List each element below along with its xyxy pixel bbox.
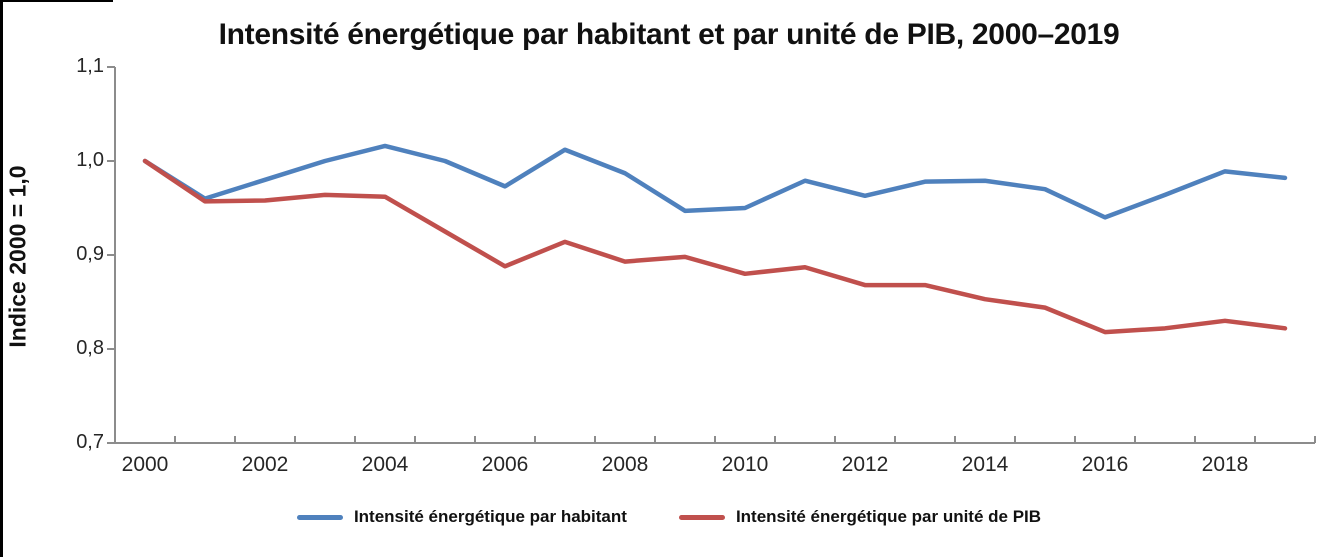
x-tick-label: 2006 (481, 453, 529, 476)
legend-item-pib: Intensité énergétique par unité de PIB (678, 507, 1042, 527)
legend: Intensité énergétique par habitant Inten… (0, 503, 1338, 531)
legend-label-pib: Intensité énergétique par unité de PIB (735, 507, 1042, 526)
series-line-habitant (142, 143, 1288, 220)
y-tick-label: 1,1 (76, 55, 104, 77)
x-tick-label: 2002 (241, 453, 289, 476)
y-tick-label: 1,0 (76, 149, 104, 171)
y-tick-label: 0,7 (76, 431, 104, 453)
x-tick-label: 2004 (361, 453, 409, 476)
x-tick-label: 2016 (1081, 453, 1129, 476)
x-tick-label: 2000 (121, 453, 169, 476)
x-tick-label: 2012 (841, 453, 889, 476)
series-line-pib (142, 158, 1288, 335)
x-tick-label: 2014 (961, 453, 1009, 476)
legend-line-sample-pib-icon (678, 514, 725, 520)
legend-label-habitant: Intensité énergétique par habitant (353, 507, 627, 526)
legend-line-sample-habitant-icon (296, 514, 343, 520)
window-border-top (0, 0, 113, 2)
x-tick-label: 2018 (1201, 453, 1249, 476)
x-tick-label: 2008 (601, 453, 649, 476)
chart-title: Intensité énergétique par habitant et pa… (218, 18, 1120, 51)
y-tick-label: 0,9 (76, 243, 104, 265)
window-border-left (0, 0, 3, 557)
legend-item-habitant: Intensité énergétique par habitant (296, 507, 627, 527)
y-tick-label: 0,8 (76, 337, 104, 359)
x-tick-label: 2010 (721, 453, 769, 476)
